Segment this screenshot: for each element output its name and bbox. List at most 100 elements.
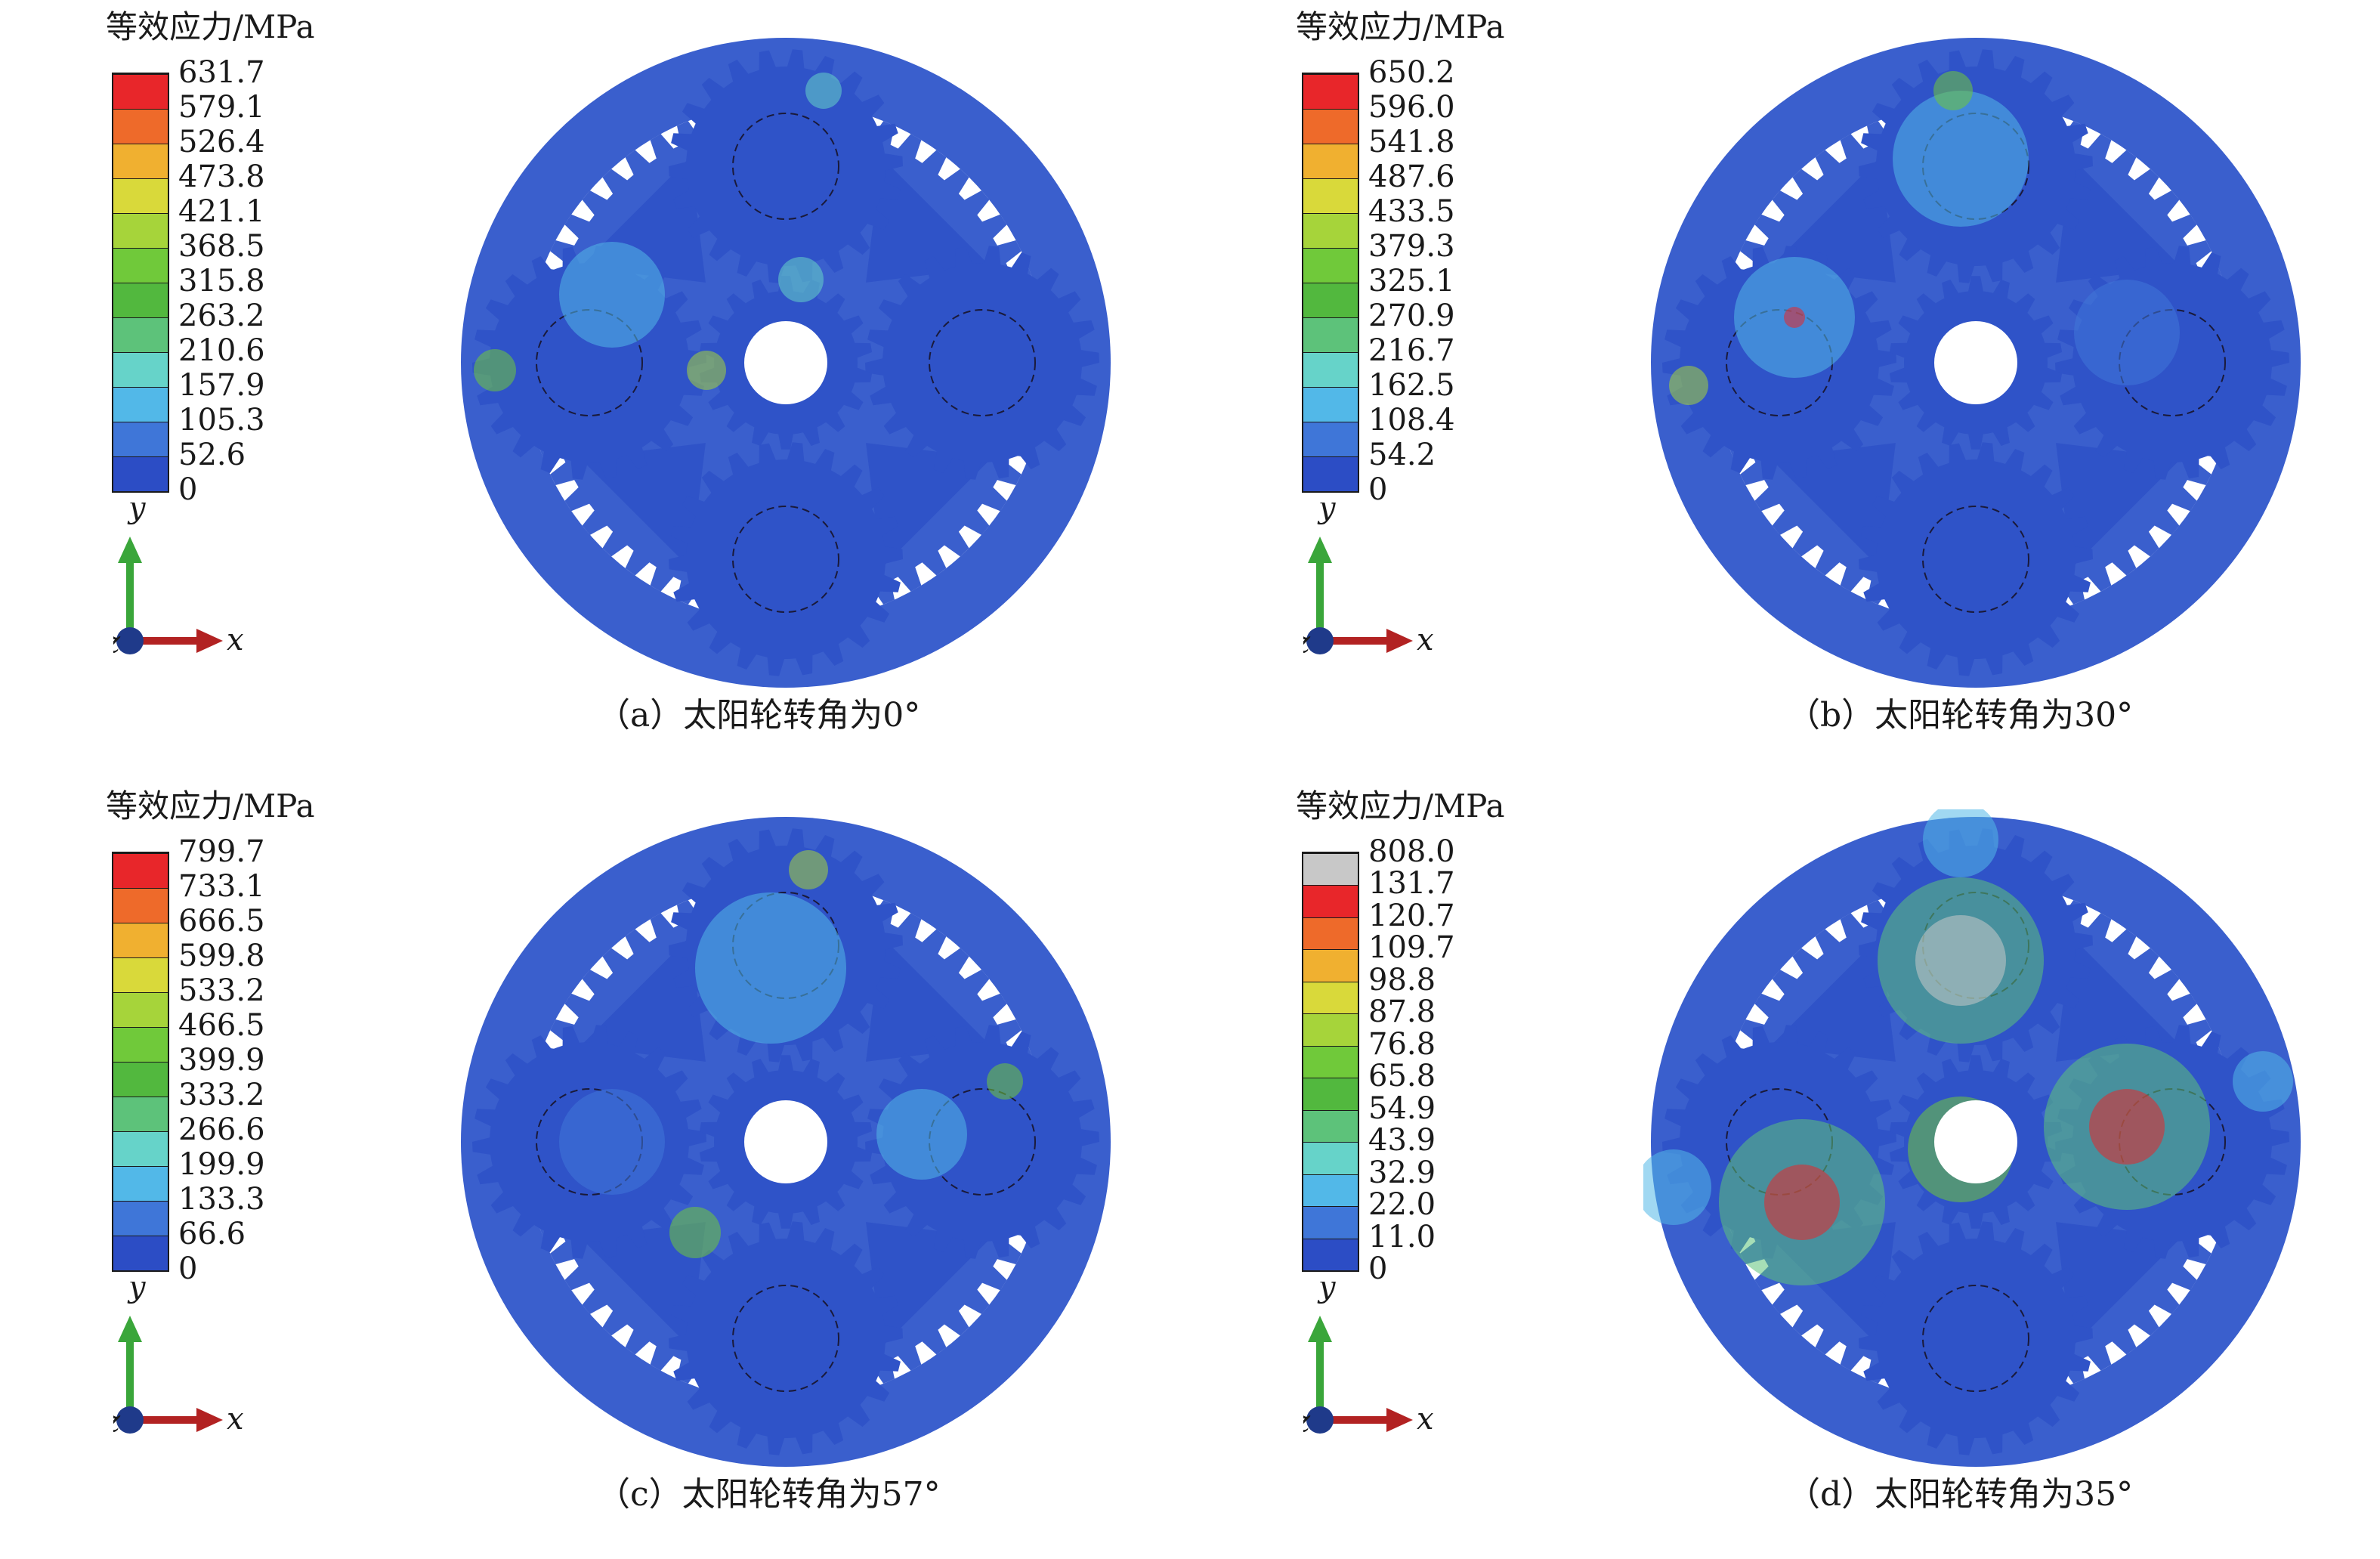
stress-hotspot bbox=[1784, 307, 1805, 328]
tick-label: 579.1 bbox=[178, 90, 265, 125]
stress-hotspot bbox=[805, 73, 842, 109]
tick-label: 799.7 bbox=[178, 834, 265, 869]
z-axis-dot bbox=[116, 627, 144, 654]
stress-hotspot bbox=[2074, 280, 2180, 385]
axis-label-x: x bbox=[1417, 1402, 1434, 1437]
stress-hotspot bbox=[778, 257, 824, 302]
scale-band bbox=[1303, 283, 1358, 317]
planet-gear bbox=[669, 442, 903, 676]
tick-label: 157.9 bbox=[178, 368, 265, 403]
scale-band bbox=[113, 1062, 168, 1097]
tick-label: 54.2 bbox=[1368, 438, 1436, 472]
tick-label: 133.3 bbox=[178, 1182, 265, 1217]
tick-label: 76.8 bbox=[1368, 1026, 1436, 1062]
tick-label: 98.8 bbox=[1368, 962, 1436, 998]
tick-label: 108.4 bbox=[1368, 403, 1455, 438]
tick-label: 399.9 bbox=[178, 1043, 265, 1078]
scale-band bbox=[113, 456, 168, 491]
tick-label: 0 bbox=[178, 1251, 198, 1286]
color-scale-bar bbox=[1302, 73, 1359, 493]
scale-band bbox=[113, 923, 168, 957]
panel-a: 等效应力/MPa 631.7 579.1 526.4 473.8 421.1 368.5 3… bbox=[0, 0, 1190, 779]
tick-label: 32.9 bbox=[1368, 1155, 1436, 1190]
tick-label: 808.0 bbox=[1368, 834, 1455, 869]
axis-label-y: y bbox=[127, 503, 147, 525]
scale-band bbox=[1303, 1109, 1358, 1143]
scale-band bbox=[1303, 949, 1358, 982]
color-scale-bar bbox=[1302, 852, 1359, 1272]
panel-d: 等效应力/MPa 808.0 131.7 120.7 109.7 98.8 87.8 76.… bbox=[1190, 779, 2380, 1558]
planet-pin-outline bbox=[1922, 1285, 2029, 1392]
gear-stress-plot bbox=[1651, 38, 2301, 688]
tick-label: 199.9 bbox=[178, 1147, 265, 1182]
scale-band bbox=[1303, 178, 1358, 213]
y-arrow-head bbox=[1308, 537, 1332, 563]
tick-label: 379.3 bbox=[1368, 229, 1455, 264]
sun-bore bbox=[1934, 321, 2017, 404]
axis-label-y: y bbox=[127, 1282, 147, 1304]
scale-band bbox=[1303, 981, 1358, 1014]
stress-hotspot bbox=[1643, 1149, 1711, 1225]
tick-label: 87.8 bbox=[1368, 994, 1436, 1030]
scale-band bbox=[1303, 387, 1358, 422]
stress-hotspot bbox=[789, 850, 828, 889]
stress-hotspot bbox=[987, 1063, 1023, 1100]
tick-label: 0 bbox=[1368, 472, 1388, 507]
tick-label: 66.6 bbox=[178, 1217, 246, 1251]
axis-label-x: x bbox=[227, 623, 244, 657]
scale-band bbox=[113, 352, 168, 387]
scale-band bbox=[113, 283, 168, 317]
scale-band bbox=[1303, 1206, 1358, 1239]
stress-hotspot bbox=[1933, 71, 1973, 110]
tick-label: 263.2 bbox=[178, 298, 265, 333]
stress-hotspot bbox=[1893, 91, 2029, 227]
planet-gear bbox=[865, 1025, 1099, 1259]
scale-band bbox=[113, 109, 168, 144]
stress-hotspot bbox=[1923, 809, 1998, 877]
scale-band bbox=[113, 248, 168, 283]
tick-label: 0 bbox=[1368, 1251, 1388, 1286]
tick-label: 333.2 bbox=[178, 1078, 265, 1112]
planet-pin-outline bbox=[732, 506, 839, 613]
panel-b: 等效应力/MPa 650.2 596.0 541.8 487.6 433.5 379.3 3… bbox=[1190, 0, 2380, 779]
carrier-window bbox=[2056, 1222, 2182, 1348]
carrier-window bbox=[580, 936, 706, 1062]
stress-hotspot bbox=[669, 1207, 721, 1258]
scale-band bbox=[113, 1236, 168, 1270]
tick-label: 631.7 bbox=[178, 55, 265, 90]
scale-band bbox=[113, 1131, 168, 1166]
gear-stress-plot bbox=[461, 817, 1111, 1467]
stress-hotspot bbox=[1915, 915, 2006, 1006]
stress-hotspot bbox=[1669, 366, 1708, 405]
panel-caption: （b）太阳轮转角为30° bbox=[1787, 696, 2134, 735]
z-axis-dot bbox=[1306, 1406, 1334, 1434]
stress-hotspot bbox=[559, 242, 665, 348]
coordinate-axes: y x z bbox=[113, 503, 244, 660]
scale-band bbox=[1303, 1142, 1358, 1174]
panel-caption: （c）太阳轮转角为57° bbox=[597, 1475, 941, 1514]
tick-label: 22.0 bbox=[1368, 1187, 1436, 1223]
planet-pin-outline bbox=[929, 1088, 1036, 1196]
scale-band bbox=[113, 853, 168, 888]
axis-label-x: x bbox=[1417, 623, 1434, 657]
stress-hotspot bbox=[2089, 1089, 2165, 1165]
tick-label: 266.6 bbox=[178, 1112, 265, 1147]
tick-label: 105.3 bbox=[178, 403, 265, 438]
x-arrow-head bbox=[196, 1408, 223, 1432]
gear-stress-plot bbox=[461, 38, 1111, 688]
legend-title: 等效应力/MPa bbox=[1296, 787, 1505, 824]
scale-band bbox=[1303, 109, 1358, 144]
scale-band bbox=[113, 144, 168, 178]
scale-band bbox=[1303, 1013, 1358, 1046]
scale-band bbox=[1303, 853, 1358, 886]
color-scale-bar bbox=[112, 73, 169, 493]
scale-band bbox=[113, 178, 168, 213]
carrier-window bbox=[2056, 443, 2182, 569]
coordinate-axes: y x z bbox=[1303, 1282, 1434, 1439]
tick-label: 0 bbox=[178, 472, 198, 507]
panel-caption: （a）太阳轮转角为0° bbox=[597, 696, 921, 735]
scale-band bbox=[1303, 885, 1358, 917]
tick-label: 533.2 bbox=[178, 973, 265, 1008]
axis-label-z: z bbox=[113, 1404, 121, 1439]
scale-band bbox=[113, 422, 168, 456]
